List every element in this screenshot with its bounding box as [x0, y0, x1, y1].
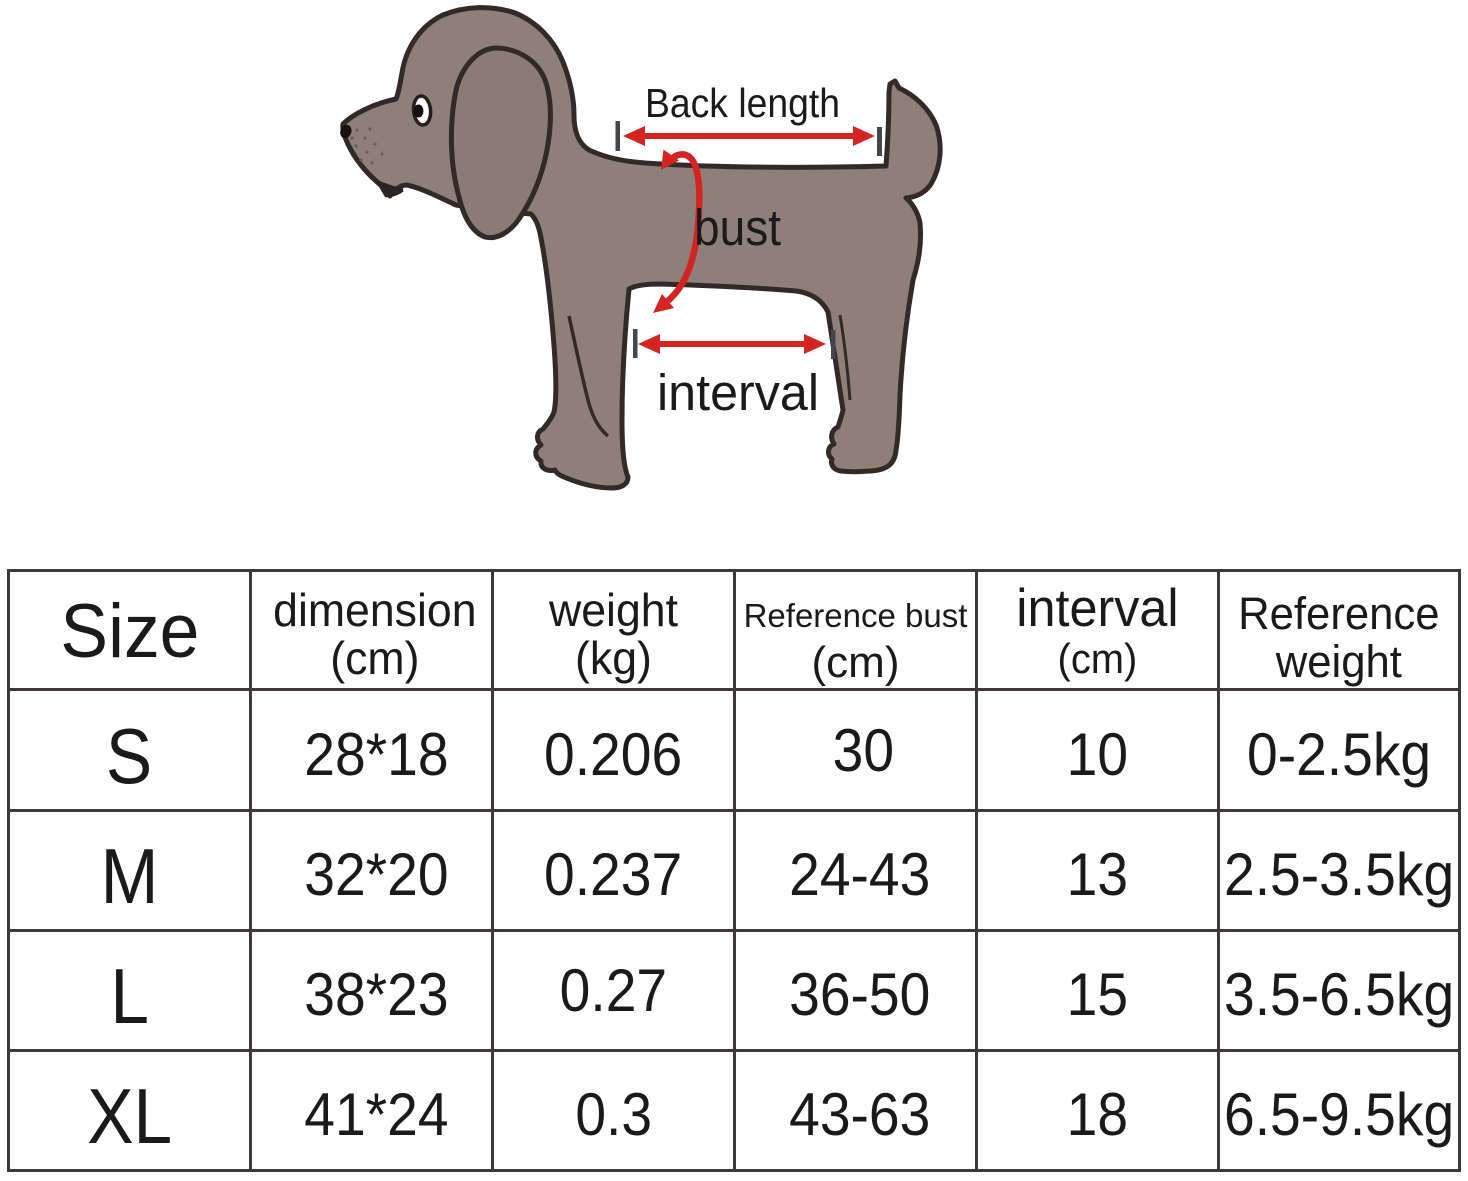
- svg-text:bust: bust: [694, 199, 781, 256]
- svg-text:interval: interval: [657, 364, 819, 421]
- svg-text:Back length: Back length: [645, 80, 840, 126]
